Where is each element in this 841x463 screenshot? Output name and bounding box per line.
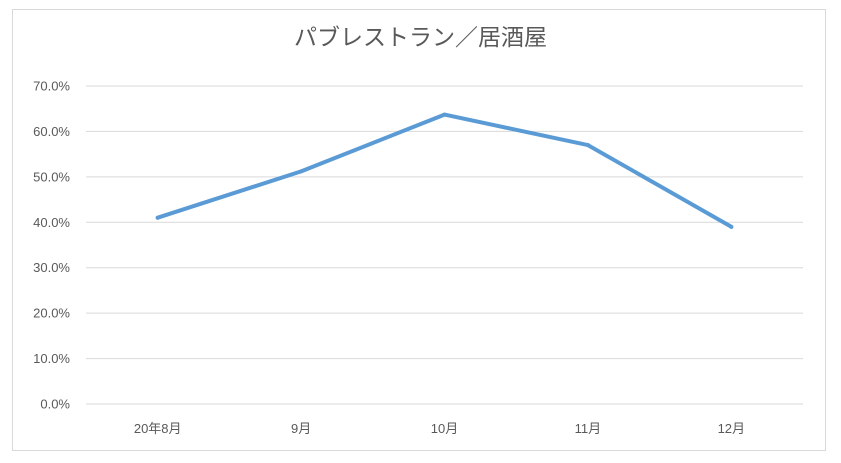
data-point [729, 224, 734, 229]
x-tick-label: 10月 [431, 421, 458, 436]
x-tick-label: 12月 [718, 421, 745, 436]
chart-title: パブレストラン／居酒屋 [294, 25, 547, 51]
gridlines [86, 85, 803, 405]
data-point [155, 215, 160, 220]
y-tick-label: 30.0% [33, 260, 70, 275]
x-tick-label: 20年8月 [134, 421, 182, 436]
y-tick-label: 20.0% [33, 306, 70, 321]
y-tick-label: 60.0% [33, 124, 70, 139]
y-tick-label: 0.0% [40, 397, 70, 412]
y-axis-ticks: 0.0% 10.0% 20.0% 30.0% 40.0% 50.0% 60.0% 70.0% [33, 79, 70, 412]
data-point [442, 112, 447, 117]
x-tick-label: 11月 [575, 421, 602, 436]
y-tick-label: 40.0% [33, 215, 70, 230]
chart-frame [12, 9, 826, 451]
y-tick-label: 10.0% [33, 351, 70, 366]
data-point [299, 169, 304, 174]
data-point [585, 143, 590, 148]
x-tick-label: 9月 [291, 421, 311, 436]
y-tick-label: 70.0% [33, 79, 70, 94]
y-tick-label: 50.0% [33, 169, 70, 184]
series-layer [155, 112, 734, 229]
x-axis-ticks: 20年8月 9月 10月 11月 12月 [134, 421, 745, 436]
